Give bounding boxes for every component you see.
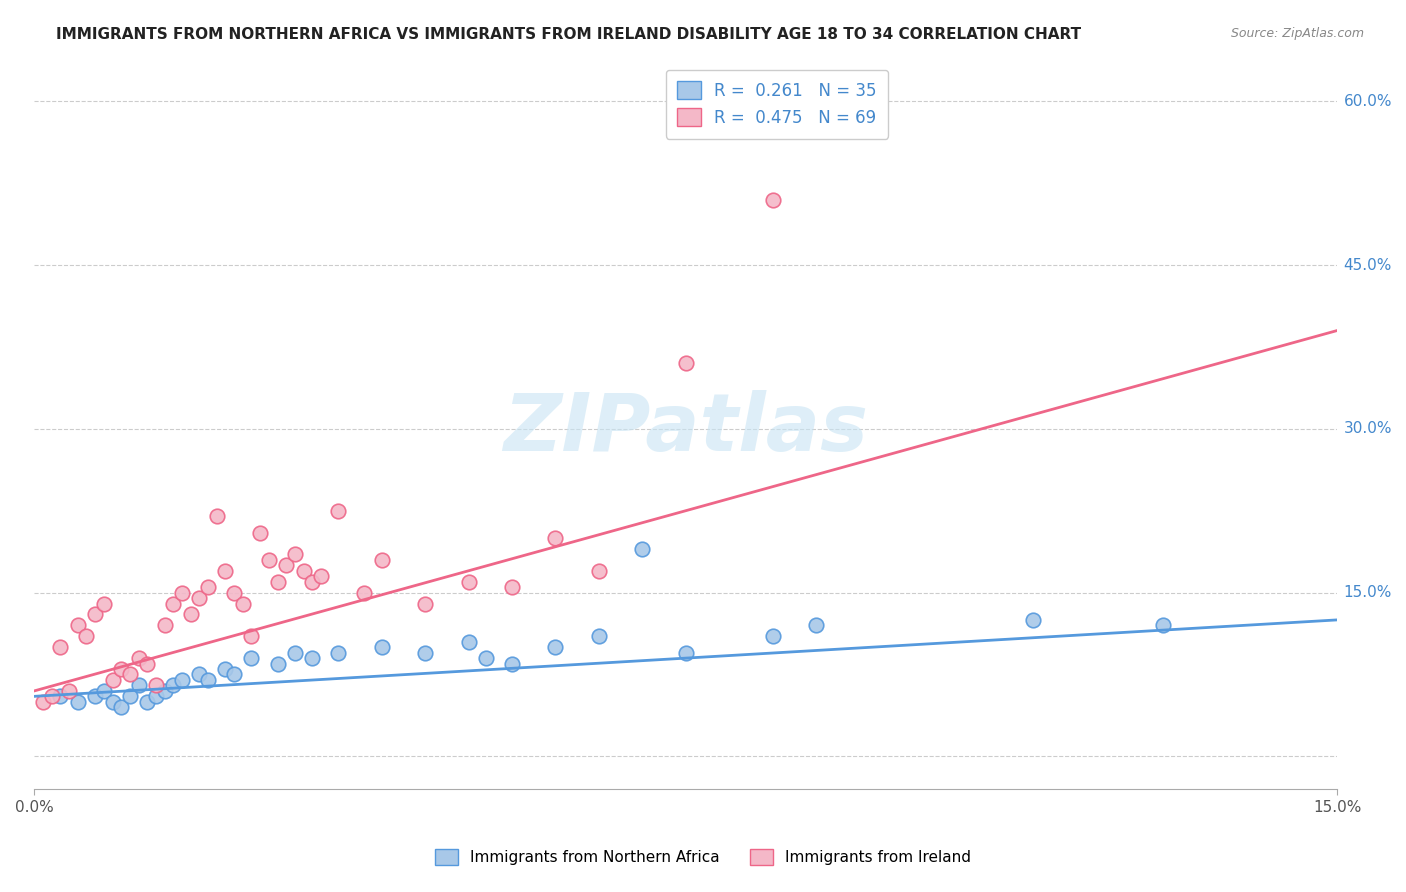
Point xyxy=(224,585,246,599)
Point xyxy=(153,684,176,698)
Point xyxy=(153,618,176,632)
Point xyxy=(328,504,350,518)
Point xyxy=(197,580,219,594)
Point xyxy=(1152,618,1174,632)
Point xyxy=(49,640,72,655)
Point xyxy=(675,356,697,370)
Point xyxy=(110,700,132,714)
Point xyxy=(501,580,523,594)
Point xyxy=(1022,613,1045,627)
Point xyxy=(128,651,150,665)
Point xyxy=(232,597,254,611)
Point xyxy=(301,651,323,665)
Point xyxy=(544,640,567,655)
Point xyxy=(110,662,132,676)
Point xyxy=(328,646,350,660)
Text: ZIPatlas: ZIPatlas xyxy=(503,390,869,467)
Point xyxy=(588,564,610,578)
Point xyxy=(136,695,159,709)
Point xyxy=(284,548,307,562)
Text: 15.0%: 15.0% xyxy=(1344,585,1392,600)
Point xyxy=(58,684,80,698)
Point xyxy=(66,618,89,632)
Point xyxy=(353,585,375,599)
Point xyxy=(162,597,184,611)
Text: Source: ZipAtlas.com: Source: ZipAtlas.com xyxy=(1230,27,1364,40)
Point xyxy=(301,574,323,589)
Point xyxy=(180,607,202,622)
Point xyxy=(188,591,211,605)
Point xyxy=(501,657,523,671)
Point xyxy=(145,690,167,704)
Point xyxy=(276,558,298,573)
Point xyxy=(76,629,98,643)
Point xyxy=(93,597,115,611)
Point xyxy=(413,646,436,660)
Point xyxy=(249,525,271,540)
Point xyxy=(170,585,193,599)
Point xyxy=(170,673,193,687)
Point xyxy=(544,531,567,545)
Point xyxy=(32,695,55,709)
Point xyxy=(66,695,89,709)
Point xyxy=(257,553,280,567)
Point xyxy=(240,629,263,643)
Point xyxy=(101,695,124,709)
Point xyxy=(371,640,394,655)
Text: IMMIGRANTS FROM NORTHERN AFRICA VS IMMIGRANTS FROM IRELAND DISABILITY AGE 18 TO : IMMIGRANTS FROM NORTHERN AFRICA VS IMMIG… xyxy=(56,27,1081,42)
Point xyxy=(240,651,263,665)
Text: 60.0%: 60.0% xyxy=(1344,94,1392,109)
Point xyxy=(145,678,167,692)
Point xyxy=(101,673,124,687)
Point xyxy=(128,678,150,692)
Point xyxy=(413,597,436,611)
Point xyxy=(266,574,288,589)
Point xyxy=(41,690,63,704)
Point xyxy=(162,678,184,692)
Point xyxy=(371,553,394,567)
Point xyxy=(292,564,315,578)
Point xyxy=(457,574,479,589)
Point xyxy=(93,684,115,698)
Point xyxy=(84,607,107,622)
Legend: Immigrants from Northern Africa, Immigrants from Ireland: Immigrants from Northern Africa, Immigra… xyxy=(429,843,977,871)
Point xyxy=(761,193,783,207)
Text: 30.0%: 30.0% xyxy=(1344,421,1392,436)
Point xyxy=(457,634,479,648)
Point xyxy=(205,509,228,524)
Point xyxy=(588,629,610,643)
Point xyxy=(475,651,498,665)
Point xyxy=(118,667,141,681)
Point xyxy=(84,690,107,704)
Point xyxy=(197,673,219,687)
Point xyxy=(136,657,159,671)
Point xyxy=(284,646,307,660)
Legend: R =  0.261   N = 35, R =  0.475   N = 69: R = 0.261 N = 35, R = 0.475 N = 69 xyxy=(665,70,889,138)
Point xyxy=(631,541,654,556)
Point xyxy=(804,618,827,632)
Point xyxy=(675,646,697,660)
Point xyxy=(49,690,72,704)
Text: 45.0%: 45.0% xyxy=(1344,258,1392,273)
Point xyxy=(309,569,332,583)
Point xyxy=(266,657,288,671)
Point xyxy=(188,667,211,681)
Point xyxy=(214,662,236,676)
Point xyxy=(214,564,236,578)
Point xyxy=(761,629,783,643)
Point xyxy=(118,690,141,704)
Point xyxy=(224,667,246,681)
